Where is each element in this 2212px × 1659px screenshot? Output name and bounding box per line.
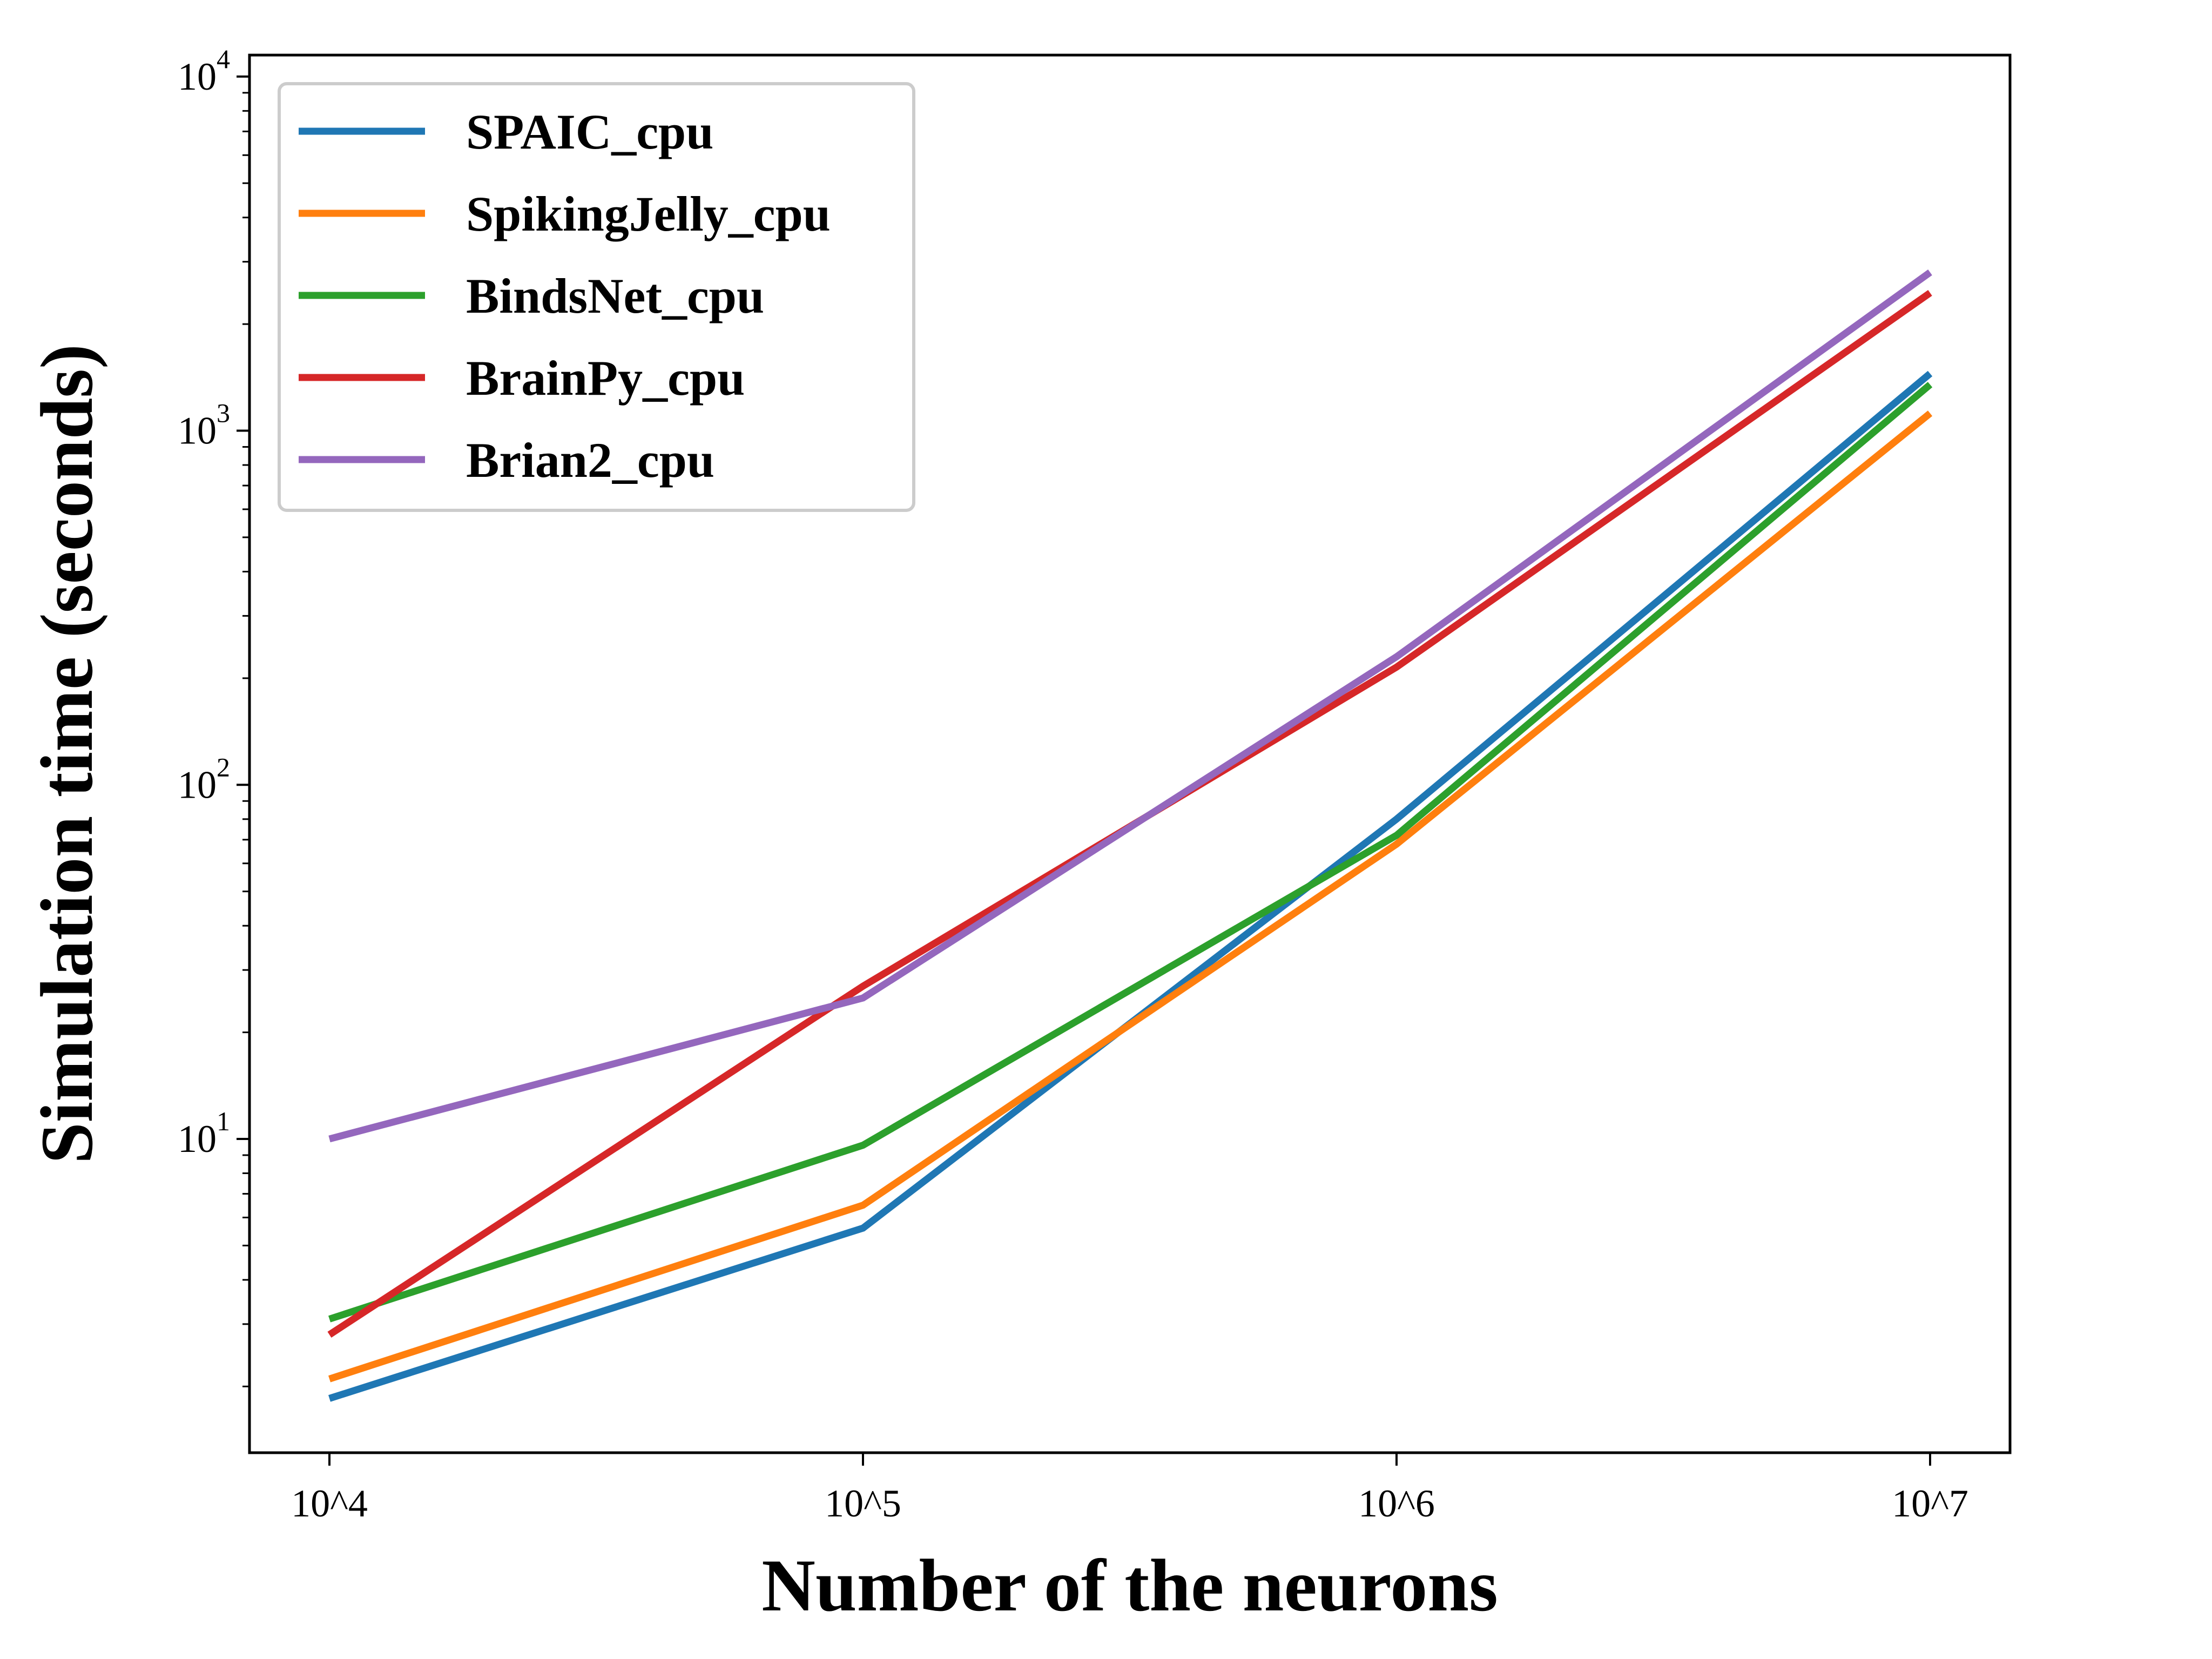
legend-label: Brian2_cpu xyxy=(466,433,714,488)
y-tick-label: 102 xyxy=(178,752,230,806)
y-tick-label: 101 xyxy=(178,1106,230,1161)
legend-label: SPAIC_cpu xyxy=(466,104,713,159)
y-tick-exponent: 3 xyxy=(217,398,230,428)
series-line-brian2-cpu xyxy=(328,269,1932,1143)
y-tick-base: 10 xyxy=(178,763,217,806)
x-tick-label: 10^5 xyxy=(825,1482,901,1525)
x-tick-label: 10^7 xyxy=(1892,1482,1968,1525)
legend: SPAIC_cpu SpikingJelly_cpu BindsNet_cpu Bra… xyxy=(278,82,915,512)
y-tick-base: 10 xyxy=(178,1117,217,1161)
y-tick-base: 10 xyxy=(178,55,217,98)
legend-label: SpikingJelly_cpu xyxy=(466,186,831,241)
y-tick-label: 103 xyxy=(178,398,230,453)
x-tick-label: 10^6 xyxy=(1358,1482,1435,1525)
series-layer xyxy=(327,269,1933,1402)
x-tick-label: 10^4 xyxy=(291,1482,368,1525)
series-line-bindsnet-cpu xyxy=(328,382,1933,1323)
y-tick-exponent: 1 xyxy=(217,1106,230,1136)
y-axis-title: Simulation time (seconds) xyxy=(25,344,108,1164)
y-tick-label: 104 xyxy=(178,44,230,98)
y-tick-base: 10 xyxy=(178,409,217,453)
y-tick-exponent: 2 xyxy=(217,752,230,782)
series-line-spikingjelly-cpu xyxy=(328,410,1933,1382)
y-tick-exponent: 4 xyxy=(217,44,230,74)
legend-label: BrainPy_cpu xyxy=(466,350,745,406)
x-axis-title: Number of the neurons xyxy=(761,1544,1498,1627)
legend-label: BindsNet_cpu xyxy=(466,268,764,323)
plot-frame xyxy=(248,53,2012,1454)
legend-box xyxy=(278,82,915,512)
